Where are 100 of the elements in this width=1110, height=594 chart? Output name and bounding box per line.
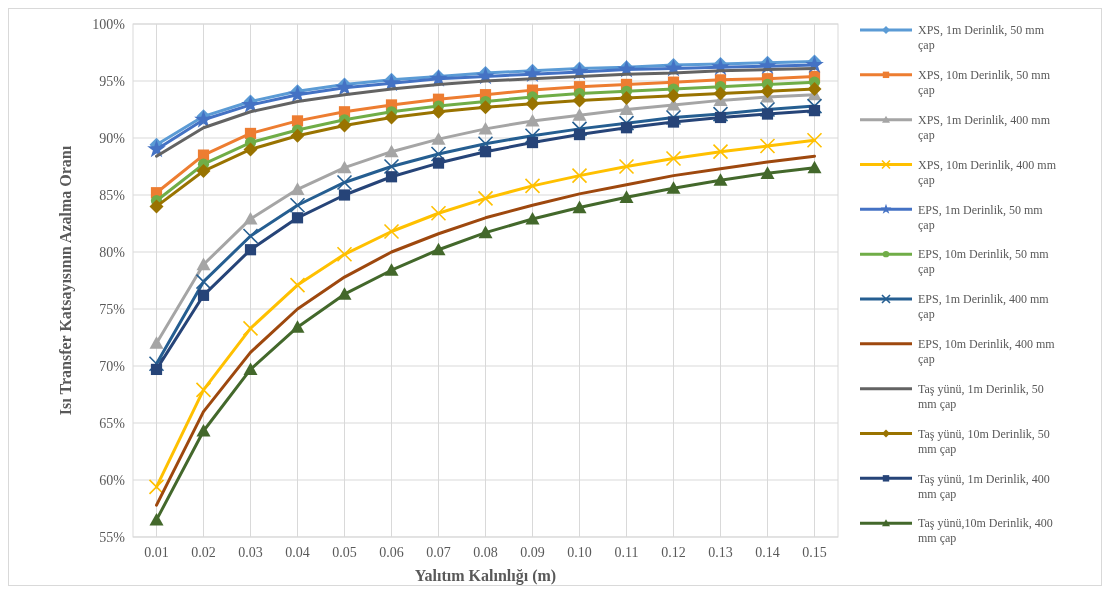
point [524,127,541,144]
legend-label: XPS, 10m Derinlik, 400 mm çap [918,157,1057,187]
point [620,122,633,134]
point [336,174,353,191]
y-tick-label: 65% [99,415,126,431]
point [243,211,258,225]
point [242,320,259,337]
y-tick-label: 80% [99,244,126,260]
x-tick-label: 0.12 [661,545,686,560]
point [290,128,305,143]
point [525,113,540,127]
point [478,225,493,239]
point [572,200,587,214]
point [289,197,306,214]
point [760,166,775,179]
point [243,142,258,157]
legend-label: Taş yünü,10m Derinlik, 400 mm çap [918,516,1053,546]
point [808,105,821,117]
point [149,199,164,214]
point [288,84,307,103]
point [431,132,446,145]
x-tick-label: 0.11 [614,545,639,560]
legend-label: Taş yünü, 10m Derinlik, 50 mm çap [918,426,1050,456]
y-axis-title: Isı Transfer Katsayısının Azalma Oranı [57,145,75,416]
x-tick-label: 0.15 [802,545,827,560]
point [431,104,446,119]
point [337,160,352,174]
point [148,355,165,372]
point [290,320,305,333]
point [619,102,634,116]
point [197,289,210,301]
point [525,96,540,111]
point [430,205,447,222]
point [432,157,445,169]
point [526,136,539,149]
point [336,246,353,263]
point [618,158,635,175]
point [384,144,399,158]
point [713,173,728,186]
x-tick-label: 0.07 [426,545,451,560]
x-axis-title: Yalıtım Kalınlığı (m) [414,567,557,585]
legend-label: EPS, 1m Derinlik, 50 mm çap [918,202,1044,232]
y-tick-label: 85% [99,187,126,203]
x-tick-label: 0.10 [567,545,592,560]
point [667,116,680,128]
point [714,111,727,124]
point [807,160,822,174]
legend-label: EPS, 1m Derinlik, 400 mm çap [918,292,1050,322]
point [289,277,306,293]
point [666,181,681,194]
point [384,110,399,125]
point [383,158,400,175]
point [573,128,586,141]
legend-label: Taş yünü, 1m Derinlik, 400 mm çap [918,471,1050,501]
x-tick-label: 0.04 [285,545,310,560]
point [665,150,682,167]
point [149,336,164,349]
legend-label: XPS, 1m Derinlik, 50 mm çap [918,23,1045,53]
x-tick-label: 0.09 [520,545,545,560]
point [761,108,774,120]
point [478,100,493,115]
point [196,164,211,179]
x-tick-label: 0.03 [238,545,263,560]
legend-label: Taş yünü, 1m Derinlik, 50 mm çap [918,381,1044,411]
point [243,362,258,376]
point [572,93,587,108]
y-tick-label: 55% [99,529,126,545]
legend-label: XPS, 10m Derinlik, 50 mm çap [918,68,1051,98]
y-tick-label: 100% [92,16,126,32]
legend-label: EPS, 10m Derinlik, 400 mm çap [918,337,1056,367]
point [619,190,634,203]
point [338,189,351,201]
point [571,121,588,137]
point [385,171,398,183]
point [478,121,493,135]
point [666,88,681,103]
point [147,139,166,158]
point [244,244,257,256]
point [337,287,352,300]
point [195,273,212,290]
point [149,512,164,526]
legend-label: EPS, 10m Derinlik, 50 mm çap [918,247,1050,277]
point [196,257,211,271]
point [291,212,304,224]
point [712,143,729,160]
legend-label: XPS, 1m Derinlik, 400 mm çap [918,112,1051,142]
x-tick-label: 0.05 [332,545,357,560]
point [148,479,165,495]
point [572,108,587,121]
y-tick-label: 95% [99,73,126,89]
y-tick-label: 70% [99,358,126,374]
point [195,382,212,398]
x-tick-label: 0.08 [473,545,498,560]
y-tick-label: 90% [99,130,126,146]
point [712,106,729,122]
x-tick-label: 0.06 [379,545,404,560]
point [335,78,354,96]
point [430,146,447,162]
point [383,223,400,240]
point [384,263,399,276]
